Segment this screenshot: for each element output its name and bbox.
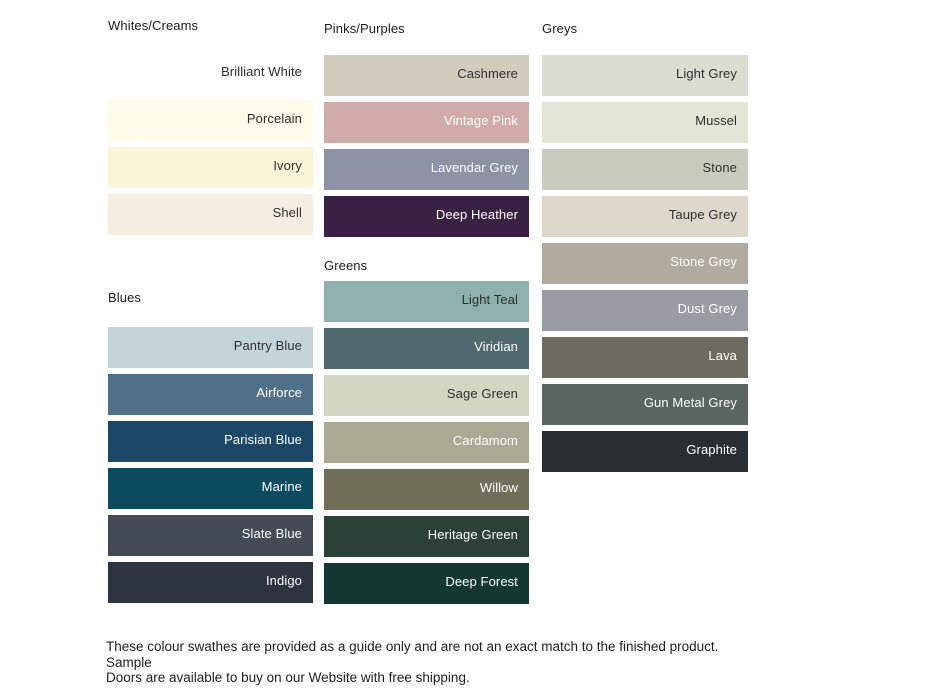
swatch-label: Taupe Grey (668, 206, 737, 222)
swatch-cardamom: Cardamom (324, 422, 529, 463)
swatch-cashmere: Cashmere (324, 55, 529, 96)
swatch-label: Shell (272, 204, 302, 220)
column-greys: Greys Light Grey Mussel Stone Taupe Grey… (542, 0, 748, 478)
swatch-label: Pantry Blue (233, 337, 302, 353)
section-pinks-purples: Pinks/Purples Cashmere Vintage Pink Lave… (324, 21, 529, 237)
swatch-label: Graphite (686, 441, 737, 457)
swatch-label: Lava (708, 347, 737, 363)
swatch-label: Cashmere (457, 65, 518, 81)
swatch-stone: Stone (542, 149, 748, 190)
column-whites-blues: Whites/Creams Brilliant White Porcelain … (108, 0, 313, 609)
swatch-graphite: Graphite (542, 431, 748, 472)
swatch-gun-metal-grey: Gun Metal Grey (542, 384, 748, 425)
swatch-label: Marine (261, 478, 302, 494)
swatch-label: Parisian Blue (224, 431, 302, 447)
swatch-label: Sage Green (446, 385, 518, 401)
swatch-label: Stone Grey (670, 253, 737, 269)
section-title-pinks-purples: Pinks/Purples (324, 21, 405, 36)
section-title-whites-creams: Whites/Creams (108, 18, 199, 33)
section-whites-creams: Whites/Creams Brilliant White Porcelain … (108, 18, 313, 235)
disclaimer-text: These colour swathes are provided as a g… (106, 639, 770, 686)
swatch-light-grey: Light Grey (542, 55, 748, 96)
swatch-label: Stone (702, 159, 737, 175)
swatch-label: Porcelain (246, 110, 302, 126)
swatch-lavendar-grey: Lavendar Grey (324, 149, 529, 190)
swatch-dust-grey: Dust Grey (542, 290, 748, 331)
swatch-viridian: Viridian (324, 328, 529, 369)
swatch-willow: Willow (324, 469, 529, 510)
swatch-label: Airforce (256, 384, 302, 400)
disclaimer-line-1: These colour swathes are provided as a g… (106, 639, 726, 670)
swatch-label: Gun Metal Grey (643, 394, 737, 410)
swatch-label: Cardamom (452, 432, 518, 448)
section-greens: Greens Light Teal Viridian Sage Green Ca… (324, 258, 529, 604)
swatch-brilliant-white: Brilliant White (108, 53, 313, 94)
swatch-label: Light Grey (676, 65, 737, 81)
section-blues: Blues Pantry Blue Airforce Parisian Blue… (108, 290, 313, 603)
swatch-vintage-pink: Vintage Pink (324, 102, 529, 143)
swatch-lava: Lava (542, 337, 748, 378)
swatch-label: Viridian (474, 338, 518, 354)
swatch-indigo: Indigo (108, 562, 313, 603)
swatch-label: Heritage Green (427, 526, 518, 542)
swatch-deep-forest: Deep Forest (324, 563, 529, 604)
swatch-pantry-blue: Pantry Blue (108, 327, 313, 368)
swatch-porcelain: Porcelain (108, 100, 313, 141)
swatch-label: Slate Blue (241, 525, 302, 541)
section-greys: Greys Light Grey Mussel Stone Taupe Grey… (542, 21, 748, 472)
swatch-label: Willow (479, 479, 518, 495)
swatch-label: Light Teal (461, 291, 518, 307)
swatch-label: Dust Grey (677, 300, 737, 316)
swatch-ivory: Ivory (108, 147, 313, 188)
swatch-sage-green: Sage Green (324, 375, 529, 416)
swatch-mussel: Mussel (542, 102, 748, 143)
swatch-stone-grey: Stone Grey (542, 243, 748, 284)
swatch-label: Vintage Pink (444, 112, 518, 128)
swatch-label: Mussel (695, 112, 737, 128)
disclaimer-line-2: Doors are available to buy on our Websit… (106, 670, 470, 685)
swatch-taupe-grey: Taupe Grey (542, 196, 748, 237)
swatch-label: Deep Forest (445, 573, 518, 589)
swatch-light-teal: Light Teal (324, 281, 529, 322)
swatch-label: Brilliant White (221, 63, 302, 79)
section-title-greens: Greens (324, 258, 368, 273)
column-pinks-greens: Pinks/Purples Cashmere Vintage Pink Lave… (324, 0, 529, 610)
swatch-label: Lavendar Grey (430, 159, 518, 175)
swatch-label: Indigo (265, 572, 302, 588)
swatch-label: Ivory (273, 157, 302, 173)
swatch-airforce: Airforce (108, 374, 313, 415)
swatch-label: Deep Heather (435, 206, 518, 222)
swatch-marine: Marine (108, 468, 313, 509)
swatch-shell: Shell (108, 194, 313, 235)
swatch-slate-blue: Slate Blue (108, 515, 313, 556)
section-title-greys: Greys (542, 21, 578, 36)
swatch-deep-heather: Deep Heather (324, 196, 529, 237)
swatch-heritage-green: Heritage Green (324, 516, 529, 557)
section-title-blues: Blues (108, 290, 142, 305)
swatch-parisian-blue: Parisian Blue (108, 421, 313, 462)
